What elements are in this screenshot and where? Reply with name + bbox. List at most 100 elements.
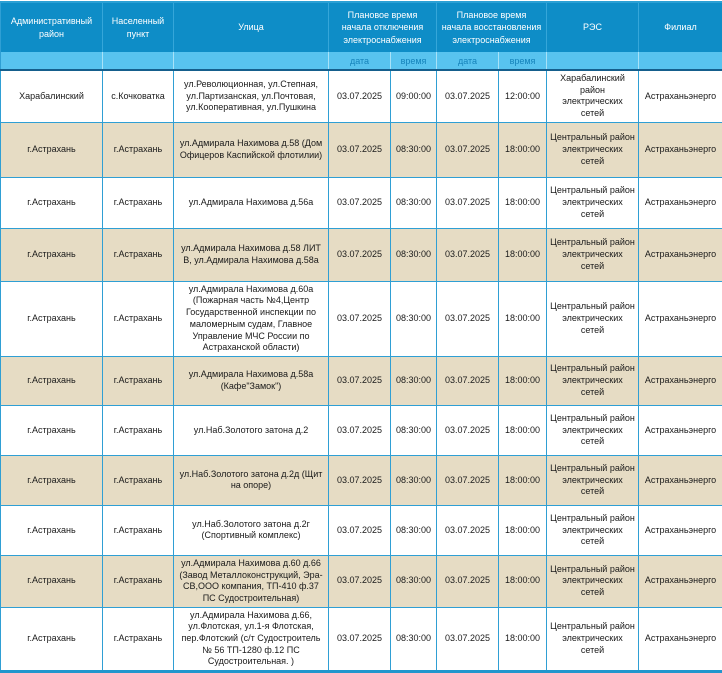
subheader-spacer-branch	[639, 52, 722, 70]
cell-branch: Астраханьэнерго	[639, 455, 722, 505]
cell-admin-district: Харабалинский	[1, 70, 103, 122]
cell-res: Центральный район электрических сетей	[547, 455, 639, 505]
cell-branch: Астраханьэнерго	[639, 228, 722, 281]
cell-admin-district: г.Астрахань	[1, 505, 103, 555]
cell-res: Центральный район электрических сетей	[547, 505, 639, 555]
cell-outage-time: 08:30:00	[391, 356, 437, 405]
subheader-spacer-district	[1, 52, 103, 70]
cell-admin-district: г.Астрахань	[1, 228, 103, 281]
cell-restore-date: 03.07.2025	[437, 555, 499, 607]
cell-street: ул.Наб.Золотого затона д.2д (Щит на опор…	[174, 455, 329, 505]
cell-outage-date: 03.07.2025	[329, 356, 391, 405]
cell-outage-date: 03.07.2025	[329, 607, 391, 671]
cell-street: ул.Адмирала Нахимова д.56а	[174, 177, 329, 228]
cell-restore-date: 03.07.2025	[437, 281, 499, 356]
cell-restore-time: 18:00:00	[499, 555, 547, 607]
cell-outage-date: 03.07.2025	[329, 122, 391, 177]
cell-outage-time: 08:30:00	[391, 281, 437, 356]
cell-street: ул.Революционная, ул.Степная, ул.Партиза…	[174, 70, 329, 122]
header-settlement: Населенный пункт	[103, 2, 174, 52]
cell-restore-time: 18:00:00	[499, 505, 547, 555]
cell-branch: Астраханьэнерго	[639, 70, 722, 122]
cell-admin-district: г.Астрахань	[1, 177, 103, 228]
cell-settlement: г.Астрахань	[103, 405, 174, 455]
subheader-spacer-street	[174, 52, 329, 70]
cell-restore-date: 03.07.2025	[437, 405, 499, 455]
cell-res: Центральный район электрических сетей	[547, 281, 639, 356]
cell-street: ул.Наб.Золотого затона д.2	[174, 405, 329, 455]
cell-outage-time: 08:30:00	[391, 405, 437, 455]
cell-restore-date: 03.07.2025	[437, 607, 499, 671]
cell-outage-time: 08:30:00	[391, 607, 437, 671]
cell-restore-date: 03.07.2025	[437, 505, 499, 555]
cell-settlement: г.Астрахань	[103, 177, 174, 228]
cell-admin-district: г.Астрахань	[1, 356, 103, 405]
cell-res: Центральный район электрических сетей	[547, 405, 639, 455]
header-row-sub: дата время дата время	[1, 52, 722, 70]
cell-settlement: г.Астрахань	[103, 505, 174, 555]
cell-admin-district: г.Астрахань	[1, 122, 103, 177]
cell-outage-date: 03.07.2025	[329, 455, 391, 505]
cell-outage-time: 08:30:00	[391, 122, 437, 177]
cell-res: Центральный район электрических сетей	[547, 228, 639, 281]
header-branch: Филиал	[639, 2, 722, 52]
cell-branch: Астраханьэнерго	[639, 177, 722, 228]
subheader-restore-time: время	[499, 52, 547, 70]
cell-street: ул.Адмирала Нахимова д.58 ЛИТ В, ул.Адми…	[174, 228, 329, 281]
cell-street: ул.Адмирала Нахимова д.60 д.66 (Завод Ме…	[174, 555, 329, 607]
cell-outage-time: 08:30:00	[391, 177, 437, 228]
cell-restore-time: 18:00:00	[499, 356, 547, 405]
cell-settlement: г.Астрахань	[103, 555, 174, 607]
cell-outage-time: 08:30:00	[391, 455, 437, 505]
cell-restore-date: 03.07.2025	[437, 177, 499, 228]
header-street: Улица	[174, 2, 329, 52]
cell-restore-time: 18:00:00	[499, 405, 547, 455]
cell-restore-time: 18:00:00	[499, 455, 547, 505]
cell-admin-district: г.Астрахань	[1, 555, 103, 607]
cell-admin-district: г.Астрахань	[1, 455, 103, 505]
cell-res: Центральный район электрических сетей	[547, 555, 639, 607]
cell-admin-district: г.Астрахань	[1, 607, 103, 671]
cell-branch: Астраханьэнерго	[639, 122, 722, 177]
cell-branch: Астраханьэнерго	[639, 281, 722, 356]
cell-outage-date: 03.07.2025	[329, 281, 391, 356]
cell-restore-time: 18:00:00	[499, 607, 547, 671]
cell-settlement: г.Астрахань	[103, 122, 174, 177]
cell-restore-time: 18:00:00	[499, 177, 547, 228]
cell-settlement: г.Астрахань	[103, 607, 174, 671]
cell-outage-time: 08:30:00	[391, 505, 437, 555]
cell-street: ул.Адмирала Нахимова д.66, ул.Флотская, …	[174, 607, 329, 671]
cell-restore-time: 18:00:00	[499, 281, 547, 356]
cell-outage-date: 03.07.2025	[329, 405, 391, 455]
table-header: Административный район Населенный пункт …	[1, 2, 722, 70]
cell-street: ул.Наб.Золотого затона д.2г (Спортивный …	[174, 505, 329, 555]
cell-restore-time: 18:00:00	[499, 228, 547, 281]
cell-admin-district: г.Астрахань	[1, 281, 103, 356]
cell-restore-time: 12:00:00	[499, 70, 547, 122]
header-row-main: Административный район Населенный пункт …	[1, 2, 722, 52]
header-res: РЭС	[547, 2, 639, 52]
cell-res: Центральный район электрических сетей	[547, 122, 639, 177]
header-restore-group: Плановое время начала восстановления эле…	[437, 2, 547, 52]
cell-street: ул.Адмирала Нахимова д.58а (Кафе"Замок")	[174, 356, 329, 405]
cell-res: Харабалинский район электрических сетей	[547, 70, 639, 122]
subheader-outage-date: дата	[329, 52, 391, 70]
cell-branch: Астраханьэнерго	[639, 555, 722, 607]
cell-settlement: с.Кочковатка	[103, 70, 174, 122]
cell-settlement: г.Астрахань	[103, 356, 174, 405]
cell-branch: Астраханьэнерго	[639, 607, 722, 671]
header-outage-group: Плановое время начала отключения электро…	[329, 2, 437, 52]
cell-street: ул.Адмирала Нахимова д.60а (Пожарная час…	[174, 281, 329, 356]
subheader-outage-time: время	[391, 52, 437, 70]
cell-branch: Астраханьэнерго	[639, 405, 722, 455]
